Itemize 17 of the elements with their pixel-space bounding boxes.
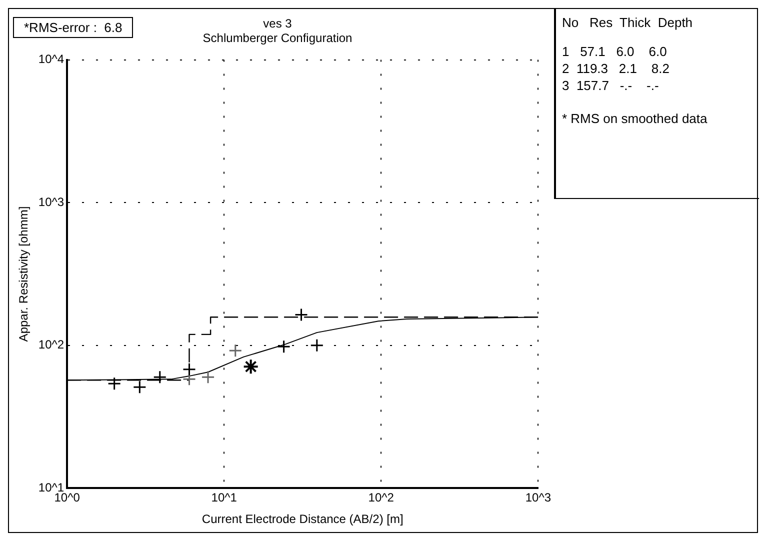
y-tick-label: 10^4 (38, 52, 64, 66)
y-tick-label: 10^2 (38, 338, 64, 352)
text: * RMS on smoothed data (562, 111, 708, 126)
y-tick-label: 10^3 (38, 194, 64, 209)
chart-title: ves 3 (263, 16, 292, 31)
x-tick-label: 10^0 (54, 490, 80, 505)
y-axis-title: Appar. Resistivity [ohmm] (16, 206, 31, 342)
chart-subtitle: Schlumberger Configuration (202, 30, 352, 45)
x-tick-label: 10^2 (368, 490, 394, 505)
text: 3 157.7 -.- -.- (562, 78, 660, 93)
text: No Res Thick Depth (562, 15, 694, 30)
text: 2 119.3 2.1 8.2 (562, 61, 670, 76)
x-axis-title: Current Electrode Distance (AB/2) [m] (202, 512, 404, 526)
text: *RMS-error : 6.8 (13, 17, 134, 38)
x-tick-label: 10^1 (211, 490, 238, 505)
x-tick-label: 10^3 (525, 490, 552, 505)
text: 1 57.1 6.0 6.0 (562, 44, 668, 59)
